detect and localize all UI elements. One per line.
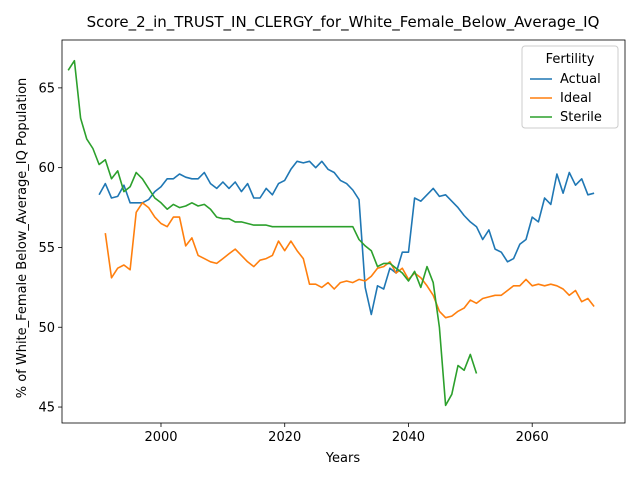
plot-lines xyxy=(67,59,595,407)
x-tick-label: 2040 xyxy=(392,430,425,445)
x-tick-label: 2060 xyxy=(516,430,549,445)
series-line-sterile xyxy=(67,59,478,407)
y-axis-label: % of White_Female Below_Average_IQ Popul… xyxy=(15,78,30,399)
chart-title: Score_2_in_TRUST_IN_CLERGY_for_White_Fem… xyxy=(87,13,600,32)
plot-frame xyxy=(61,39,626,424)
legend: Fertility Actual Ideal Sterile xyxy=(521,45,619,129)
y-tick-label: 60 xyxy=(38,161,55,176)
x-axis-label: Years xyxy=(325,451,361,466)
y-tick-label: 55 xyxy=(38,241,55,256)
y-tick-label: 65 xyxy=(38,81,55,96)
y-tick-label: 45 xyxy=(38,401,55,416)
legend-box xyxy=(521,45,619,129)
y-tick-label: 50 xyxy=(38,321,55,336)
legend-label-ideal: Ideal xyxy=(560,91,592,106)
x-tick-label: 2000 xyxy=(144,430,177,445)
series-line-ideal xyxy=(104,202,595,319)
series-line-actual xyxy=(98,160,595,316)
legend-title: Fertility xyxy=(546,52,595,67)
y-axis: 45 50 55 60 65 xyxy=(38,81,62,416)
legend-label-sterile: Sterile xyxy=(560,110,602,125)
x-tick-label: 2020 xyxy=(268,430,301,445)
legend-label-actual: Actual xyxy=(560,72,601,87)
x-axis: 2000 2020 2040 2060 xyxy=(144,423,549,445)
